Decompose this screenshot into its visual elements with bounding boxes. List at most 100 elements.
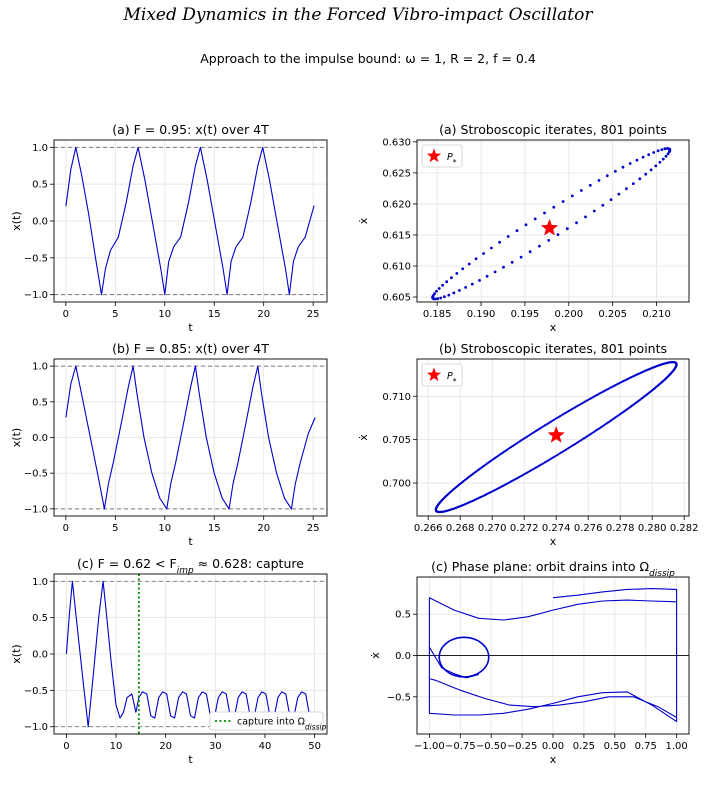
y-axis-label: x(t)	[10, 428, 23, 447]
panel-c-time-series: capture into Ωdissip 0 10 20 30 40 50 −1.0 −0.5 0…	[10, 556, 328, 766]
iterate-point	[452, 291, 456, 295]
y-tick-label: 0.610	[382, 262, 411, 273]
iterate-point	[502, 265, 505, 269]
data-layer	[417, 588, 689, 723]
iterate-point	[474, 257, 478, 261]
iterate-point	[498, 240, 501, 244]
data-layer	[434, 361, 678, 514]
y-tick-label: 0.625	[382, 168, 411, 179]
x-axis-label: x	[550, 321, 557, 334]
iterate-point	[656, 149, 660, 153]
panel-b-time-series: 0 5 10 15 20 25 −1.0 −0.5 0.0 0.5 1.0 t x(t) (b) F = …	[10, 341, 328, 548]
iterate-point	[445, 280, 449, 284]
panel-title: (b) F = 0.85: x(t) over 4T	[112, 341, 269, 356]
iterate-point	[609, 198, 613, 202]
legend-box	[209, 711, 324, 731]
iterate-point	[443, 295, 446, 299]
iterate-point	[543, 211, 546, 215]
iterate-point	[485, 274, 489, 278]
iterate-point	[441, 283, 444, 287]
x-tick-label: −1.00	[414, 741, 445, 752]
y-axis-label: x(t)	[10, 644, 23, 663]
iterate-point	[556, 233, 560, 237]
iterate-point	[533, 217, 537, 221]
y-tick-label: 0.615	[382, 230, 411, 241]
iterate-point	[433, 292, 436, 296]
y-tick-label: −0.5	[24, 469, 48, 480]
x-tick-label: 0.50	[604, 741, 626, 752]
iterate-point	[450, 276, 453, 280]
x-tick-label: 0.195	[511, 309, 540, 320]
iterate-point	[638, 177, 642, 181]
x-tick-label: −0.25	[507, 741, 538, 752]
x-tick-label: 0	[63, 309, 69, 320]
x-tick-label: 0.205	[598, 309, 627, 320]
data-layer	[431, 147, 672, 301]
iterate-point	[644, 172, 648, 176]
iterate-point	[675, 362, 678, 365]
x-tick-label: 5	[112, 523, 118, 534]
x-tick-label: −0.50	[476, 741, 507, 752]
x-tick-label: 25	[307, 523, 320, 534]
iterate-point	[584, 215, 587, 219]
y-tick-label: 1.0	[32, 143, 48, 154]
legend-box	[421, 363, 463, 387]
x-axis-label: t	[188, 753, 193, 766]
iterate-point	[490, 246, 493, 250]
iterate-point	[470, 282, 474, 286]
x-tick-label: 1.00	[666, 741, 688, 752]
data-layer	[54, 365, 327, 510]
iterate-point	[654, 164, 658, 168]
panel-title: (a) F = 0.95: x(t) over 4T	[112, 122, 269, 137]
x-tick-label: 0.190	[467, 309, 496, 320]
axes-frame	[416, 358, 690, 517]
y-axis-label: ẋ	[357, 217, 370, 224]
y-tick-label: 0.0	[32, 650, 48, 661]
iterate-point	[661, 157, 665, 161]
x-tick-label: 0.276	[574, 523, 603, 534]
y-axis-label: ẋ	[357, 434, 370, 441]
figure-title: Mixed Dynamics in the Forced Vibro-impac…	[123, 5, 594, 25]
data-layer	[54, 146, 327, 296]
iterate-point	[663, 147, 667, 151]
fixed-point-star	[547, 426, 565, 443]
iterate-point	[561, 200, 565, 203]
y-axis-label: x(t)	[10, 211, 23, 230]
panel-c-phase-plane: −1.00 −0.75 −0.50 −0.25 0.00 0.25 0.50 0.75 1.00…	[369, 559, 690, 766]
iterate-point	[649, 168, 653, 172]
y-tick-label: −1.0	[24, 722, 48, 733]
x-tick-label: 30	[209, 741, 222, 752]
iterate-point	[458, 289, 461, 292]
iterate-point	[575, 221, 578, 225]
panel-title: (a) Stroboscopic iterates, 801 points	[439, 122, 667, 137]
iterate-point	[597, 179, 601, 182]
iterate-point	[664, 154, 668, 158]
iterate-point	[555, 454, 559, 457]
iterate-point	[652, 151, 656, 154]
y-tick-label: 0.5	[395, 610, 411, 621]
x-axis-label: x	[550, 753, 557, 766]
legend-label: P*	[447, 152, 457, 167]
y-tick-label: −1.0	[24, 504, 48, 515]
iterate-point	[435, 289, 438, 293]
iterate-point	[570, 194, 574, 198]
iterate-point	[528, 250, 532, 254]
y-tick-label: −1.0	[24, 290, 48, 301]
y-tick-label: 0.630	[382, 137, 411, 148]
x-tick-label: 25	[307, 309, 320, 320]
x-tick-label: −0.75	[445, 741, 476, 752]
iterate-point	[631, 182, 635, 186]
iterate-point	[660, 148, 664, 152]
x-tick-label: 50	[308, 741, 321, 752]
x-tick-label: 0	[63, 741, 69, 752]
iterate-point	[592, 209, 596, 213]
iterate-point	[437, 287, 441, 290]
iterate-point	[464, 286, 467, 289]
x-axis-label: t	[188, 535, 193, 548]
iterate-point	[524, 223, 528, 227]
iterate-point	[515, 229, 519, 233]
y-tick-label: 0.5	[32, 397, 48, 408]
iterate-point	[641, 155, 645, 159]
iterate-point	[667, 150, 671, 154]
